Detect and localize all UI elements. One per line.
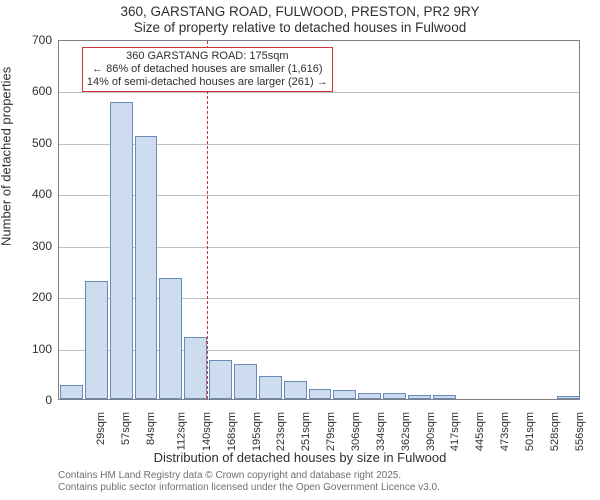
bar xyxy=(383,393,406,399)
x-tick-label: 195sqm xyxy=(251,412,263,451)
x-tick-label: 279sqm xyxy=(325,412,337,451)
bar xyxy=(159,278,182,399)
x-tick-label: 362sqm xyxy=(400,412,412,451)
annotation-box: 360 GARSTANG ROAD: 175sqm ← 86% of detac… xyxy=(82,47,333,92)
y-tick-label: 500 xyxy=(0,136,52,150)
y-tick-label: 700 xyxy=(0,33,52,47)
x-tick-label: 168sqm xyxy=(226,412,238,451)
credits-line1: Contains HM Land Registry data © Crown c… xyxy=(58,470,401,482)
chart-title-line1: 360, GARSTANG ROAD, FULWOOD, PRESTON, PR… xyxy=(0,4,600,19)
x-axis-label: Distribution of detached houses by size … xyxy=(0,450,600,465)
x-tick-label: 29sqm xyxy=(95,412,107,445)
annotation-line1: 360 GARSTANG ROAD: 175sqm xyxy=(87,50,328,63)
x-tick-label: 112sqm xyxy=(175,412,187,450)
x-tick-label: 306sqm xyxy=(350,412,362,451)
x-tick-label: 390sqm xyxy=(425,412,437,451)
y-tick-label: 0 xyxy=(0,393,52,407)
x-tick-label: 556sqm xyxy=(574,412,586,451)
chart-container: 360, GARSTANG ROAD, FULWOOD, PRESTON, PR… xyxy=(0,0,600,500)
bar xyxy=(284,381,307,400)
bar xyxy=(259,376,282,399)
bar xyxy=(557,396,580,399)
x-tick-label: 417sqm xyxy=(450,412,462,451)
reference-line xyxy=(207,41,208,399)
credits-line2: Contains public sector information licen… xyxy=(58,482,440,494)
bar xyxy=(135,136,158,399)
bar xyxy=(408,395,431,399)
bar xyxy=(85,281,108,399)
bar xyxy=(110,102,133,399)
bar xyxy=(358,393,381,399)
bar xyxy=(209,360,232,399)
x-tick-label: 334sqm xyxy=(375,412,387,451)
bars xyxy=(59,41,579,399)
bar xyxy=(309,389,332,399)
y-tick-label: 300 xyxy=(0,239,52,253)
x-tick-label: 57sqm xyxy=(120,412,132,445)
x-tick-label: 84sqm xyxy=(145,412,157,445)
x-tick-label: 140sqm xyxy=(201,412,213,451)
bar xyxy=(333,390,356,399)
annotation-line3: 14% of semi-detached houses are larger (… xyxy=(87,76,328,89)
x-tick-label: 528sqm xyxy=(549,412,561,451)
x-tick-label: 473sqm xyxy=(499,412,511,451)
y-tick-label: 600 xyxy=(0,84,52,98)
bar xyxy=(60,385,83,399)
chart-title-line2: Size of property relative to detached ho… xyxy=(0,20,600,35)
x-tick-label: 501sqm xyxy=(524,412,536,451)
x-tick-label: 223sqm xyxy=(276,412,288,451)
y-tick-label: 100 xyxy=(0,342,52,356)
bar xyxy=(234,364,257,399)
x-tick-label: 445sqm xyxy=(474,412,486,451)
plot-area: 360 GARSTANG ROAD: 175sqm ← 86% of detac… xyxy=(58,40,580,400)
bar xyxy=(184,337,207,399)
x-tick-label: 251sqm xyxy=(300,412,312,451)
bar xyxy=(433,395,456,399)
y-tick-label: 400 xyxy=(0,187,52,201)
annotation-line2: ← 86% of detached houses are smaller (1,… xyxy=(87,63,328,76)
y-tick-label: 200 xyxy=(0,290,52,304)
